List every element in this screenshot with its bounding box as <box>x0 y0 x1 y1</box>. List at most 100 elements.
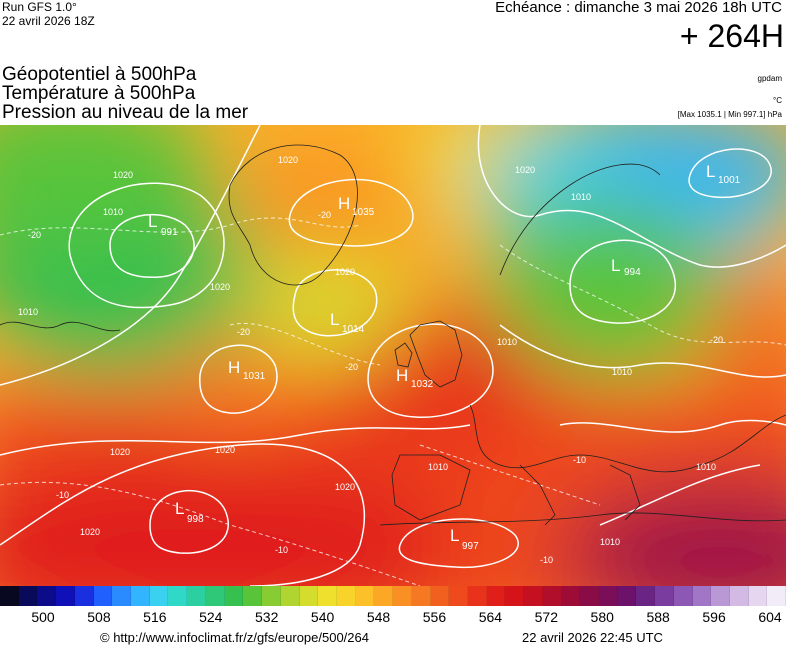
isotherm-label: -10 <box>56 490 69 500</box>
temperature-unit: °C <box>773 96 782 105</box>
geopotential-field <box>0 125 786 586</box>
colorbar-swatch <box>56 586 75 606</box>
colorbar-tick-label: 508 <box>87 609 111 625</box>
colorbar-swatch <box>711 586 731 606</box>
pressure-center-marker: L <box>330 310 339 329</box>
colorbar-swatch <box>748 586 768 606</box>
isobar-label: 1010 <box>18 307 38 317</box>
colorbar-swatch <box>149 586 169 606</box>
colorbar-ticks: 500 508 516 524 532 540 548 556 564 572 580 588 596 6… <box>0 609 786 627</box>
colorbar-swatch <box>374 586 394 606</box>
colorbar-tick-label: 572 <box>534 609 558 625</box>
pressure-center-value: 1035 <box>352 207 375 218</box>
colorbar-swatch <box>561 586 581 606</box>
colorbar-swatch <box>524 586 543 606</box>
isotherm-label: -20 <box>710 335 723 345</box>
colorbar-tick-label: 580 <box>590 609 614 625</box>
colorbar-swatch <box>205 586 225 606</box>
pressure-center-marker: L <box>450 526 459 545</box>
colorbar-swatch <box>112 586 132 606</box>
colorbar-swatch <box>505 586 525 606</box>
colorbar-swatch <box>0 586 19 606</box>
isobar-label: 1020 <box>110 447 130 457</box>
colorbar-swatch <box>599 586 618 606</box>
copyright-notice: © http://www.infoclimat.fr/z/gfs/europe/… <box>100 630 369 645</box>
layer-temperature-title: Température à 500hPa <box>2 83 196 104</box>
colorbar-tick-label: 556 <box>422 609 447 625</box>
colorbar-swatch <box>411 586 431 606</box>
layer-geopotential-title: Géopotentiel à 500hPa <box>2 64 197 85</box>
isotherm-labels: -20 -20 -20 -20 -10 -10 -10 -10 -20 <box>28 210 723 565</box>
run-date: 22 avril 2026 18Z <box>2 14 95 28</box>
generation-timestamp: 22 avril 2026 22:45 UTC <box>522 630 663 645</box>
colorbar-swatch <box>467 586 487 606</box>
colorbar-swatch <box>93 586 113 606</box>
colorbar-swatch <box>37 586 57 606</box>
isotherm-label: -10 <box>275 545 288 555</box>
colorbar-swatch <box>430 586 450 606</box>
forecast-map: L 991 H 1035 L 1014 H 1031 H 1032 L 998 … <box>0 125 786 586</box>
colorbar-swatch <box>131 586 150 606</box>
colorbar-tick-label: 564 <box>478 609 503 625</box>
isotherm-label: -20 <box>28 230 41 240</box>
isobar-labels: 1020 1010 1020 1020 1020 1020 1010 1020 … <box>18 155 716 547</box>
isobar-label: 1010 <box>571 192 591 202</box>
layer-pressure-title: Pression au niveau de la mer <box>2 102 249 123</box>
colorbar-swatch <box>74 586 94 606</box>
colorbar-tick-label: 604 <box>758 609 782 625</box>
isobar-label: 1010 <box>696 462 716 472</box>
pressure-center-marker: L <box>175 499 184 518</box>
colorbar-tick-label: 532 <box>255 609 279 625</box>
pressure-center-marker: L <box>611 256 620 275</box>
colorbar-swatch <box>449 586 468 606</box>
colorbar-swatch <box>18 586 38 606</box>
coastlines <box>0 144 786 526</box>
isobar-label: 1020 <box>515 165 535 175</box>
colorbar-swatch <box>393 586 412 606</box>
colorbar-swatch <box>673 586 693 606</box>
colorbar-swatch <box>636 586 656 606</box>
isobar-label: 1020 <box>210 282 230 292</box>
isotherm-label: -10 <box>540 555 553 565</box>
colorbar-swatch <box>280 586 300 606</box>
colorbar-swatch <box>299 586 319 606</box>
isobar-label: 1020 <box>278 155 298 165</box>
isobar-label: 1020 <box>113 170 133 180</box>
isobars <box>0 125 786 586</box>
colorbar-swatch <box>486 586 506 606</box>
isobar-label: 1010 <box>600 537 620 547</box>
colorbar-tick-label: 500 <box>31 609 55 625</box>
colorbar-tick-label: 548 <box>366 609 391 625</box>
pressure-center-value: 991 <box>161 227 178 238</box>
isotherm-label: -10 <box>573 455 586 465</box>
colorbar-swatch <box>318 586 337 606</box>
isobar-label: 1010 <box>497 337 517 347</box>
colorbar-swatch <box>262 586 281 606</box>
isotherm-label: -20 <box>318 210 331 220</box>
colorbar-swatch <box>692 586 712 606</box>
pressure-center-marker: H <box>396 366 408 385</box>
pressure-range: [Max 1035.1 | Min 997.1] hPa <box>677 110 782 119</box>
pressure-center-value: 1001 <box>718 175 741 186</box>
pressure-center-value: 1014 <box>342 324 365 335</box>
colorbar-swatch <box>355 586 375 606</box>
colorbar-swatch <box>243 586 263 606</box>
isotherm-label: -20 <box>345 362 358 372</box>
isotherm-label: -20 <box>237 327 250 337</box>
colorbar-tick-label: 524 <box>199 609 223 625</box>
isotherms <box>0 217 786 586</box>
pressure-center-marker: L <box>706 162 715 181</box>
isobar-label: 1020 <box>80 527 100 537</box>
colorbar-swatch <box>187 586 206 606</box>
colorbar-tick-label: 596 <box>702 609 726 625</box>
isobar-label: 1020 <box>335 482 355 492</box>
colorbar <box>0 586 786 606</box>
geopotential-unit: gpdam <box>757 74 782 83</box>
colorbar-swatch <box>655 586 674 606</box>
pressure-center-value: 1032 <box>411 379 434 390</box>
pressure-center-marker: H <box>338 194 350 213</box>
forecast-offset: + 264H <box>679 18 784 54</box>
pressure-center-value: 997 <box>462 541 479 552</box>
forecast-valid-time: Echéance : dimanche 3 mai 2026 18h UTC <box>495 0 782 16</box>
colorbar-swatch <box>168 586 188 606</box>
